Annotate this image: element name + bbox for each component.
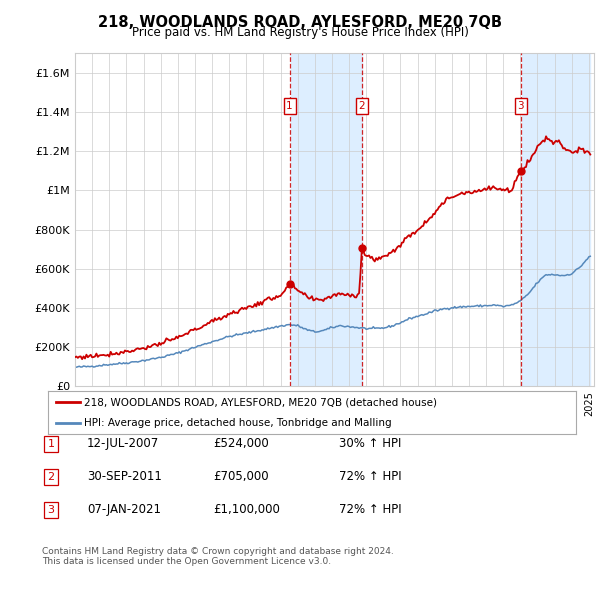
Text: 2: 2 bbox=[47, 472, 55, 481]
Text: Contains HM Land Registry data © Crown copyright and database right 2024.: Contains HM Land Registry data © Crown c… bbox=[42, 547, 394, 556]
Text: 30-SEP-2011: 30-SEP-2011 bbox=[87, 470, 162, 483]
Text: Price paid vs. HM Land Registry's House Price Index (HPI): Price paid vs. HM Land Registry's House … bbox=[131, 26, 469, 39]
Text: This data is licensed under the Open Government Licence v3.0.: This data is licensed under the Open Gov… bbox=[42, 558, 331, 566]
Text: 218, WOODLANDS ROAD, AYLESFORD, ME20 7QB: 218, WOODLANDS ROAD, AYLESFORD, ME20 7QB bbox=[98, 15, 502, 30]
Text: £1,100,000: £1,100,000 bbox=[213, 503, 280, 516]
Text: £524,000: £524,000 bbox=[213, 437, 269, 450]
Text: 2: 2 bbox=[359, 101, 365, 111]
Text: 3: 3 bbox=[47, 505, 55, 514]
Text: 07-JAN-2021: 07-JAN-2021 bbox=[87, 503, 161, 516]
Text: £705,000: £705,000 bbox=[213, 470, 269, 483]
Text: 30% ↑ HPI: 30% ↑ HPI bbox=[339, 437, 401, 450]
Text: 218, WOODLANDS ROAD, AYLESFORD, ME20 7QB (detached house): 218, WOODLANDS ROAD, AYLESFORD, ME20 7QB… bbox=[84, 397, 437, 407]
Text: 72% ↑ HPI: 72% ↑ HPI bbox=[339, 470, 401, 483]
Text: 72% ↑ HPI: 72% ↑ HPI bbox=[339, 503, 401, 516]
Text: 1: 1 bbox=[286, 101, 293, 111]
Text: 12-JUL-2007: 12-JUL-2007 bbox=[87, 437, 159, 450]
Text: 3: 3 bbox=[518, 101, 524, 111]
Text: 1: 1 bbox=[47, 439, 55, 448]
Text: HPI: Average price, detached house, Tonbridge and Malling: HPI: Average price, detached house, Tonb… bbox=[84, 418, 392, 428]
